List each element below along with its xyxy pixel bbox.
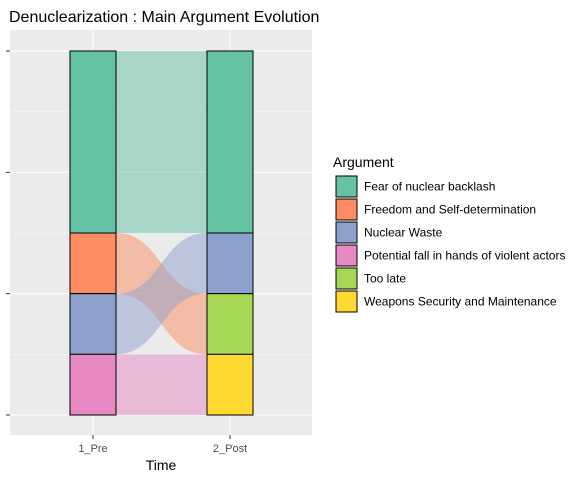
legend-label-weapons-security-and-maintenance: Weapons Security and Maintenance <box>364 295 557 309</box>
legend-label-too-late: Too late <box>364 272 406 286</box>
flow-fear-of-nuclear-backlash-to-fear-of-nuclear-backlash <box>116 51 207 233</box>
flow-potential-fall-in-hands-of-violent-actors-to-weapons-security-and-maintenance <box>116 354 207 415</box>
x-axis: 1_Pre 2_Post <box>78 435 247 455</box>
x-tick-label-1-pre: 1_Pre <box>78 443 107 455</box>
legend-label-fear-of-nuclear-backlash: Fear of nuclear backlash <box>364 180 495 194</box>
stratum-1-pre-fear-of-nuclear-backlash <box>69 50 117 234</box>
legend-key-fear-of-nuclear-backlash <box>335 175 358 198</box>
y-axis <box>6 50 10 416</box>
x-axis-title: Time <box>146 457 177 473</box>
legend-label-nuclear-waste: Nuclear Waste <box>364 226 443 240</box>
legend-key-potential-fall-in-hands-of-violent-actors <box>335 244 358 267</box>
strata-layer <box>69 50 254 416</box>
flow-layer <box>116 51 207 415</box>
chart-title: Denuclearization : Main Argument Evoluti… <box>9 9 319 26</box>
stratum-1-pre-potential-fall-in-hands-of-violent-actors <box>69 353 117 416</box>
legend: Argument Fear of nuclear backlash Freedom… <box>333 154 565 313</box>
stratum-2-post-nuclear-waste <box>206 232 254 295</box>
stratum-2-post-weapons-security-and-maintenance <box>206 353 254 416</box>
legend-label-freedom-and-self-determination: Freedom and Self-determination <box>364 203 536 217</box>
legend-key-weapons-security-and-maintenance <box>335 290 358 313</box>
stratum-1-pre-freedom-and-self-determination <box>69 232 117 295</box>
stratum-2-post-fear-of-nuclear-backlash <box>206 50 254 234</box>
legend-key-too-late <box>335 267 358 290</box>
flow-nuclear-waste-to-nuclear-waste <box>116 233 207 355</box>
legend-key-freedom-and-self-determination <box>335 198 358 221</box>
legend-title: Argument <box>333 154 394 170</box>
x-tick-label-2-post: 2_Post <box>213 443 247 455</box>
stratum-1-pre-nuclear-waste <box>69 293 117 355</box>
legend-label-potential-fall-in-hands-of-violent-actors: Potential fall in hands of violent actor… <box>364 249 565 263</box>
legend-key-nuclear-waste <box>335 221 358 244</box>
stratum-2-post-too-late <box>206 293 254 355</box>
